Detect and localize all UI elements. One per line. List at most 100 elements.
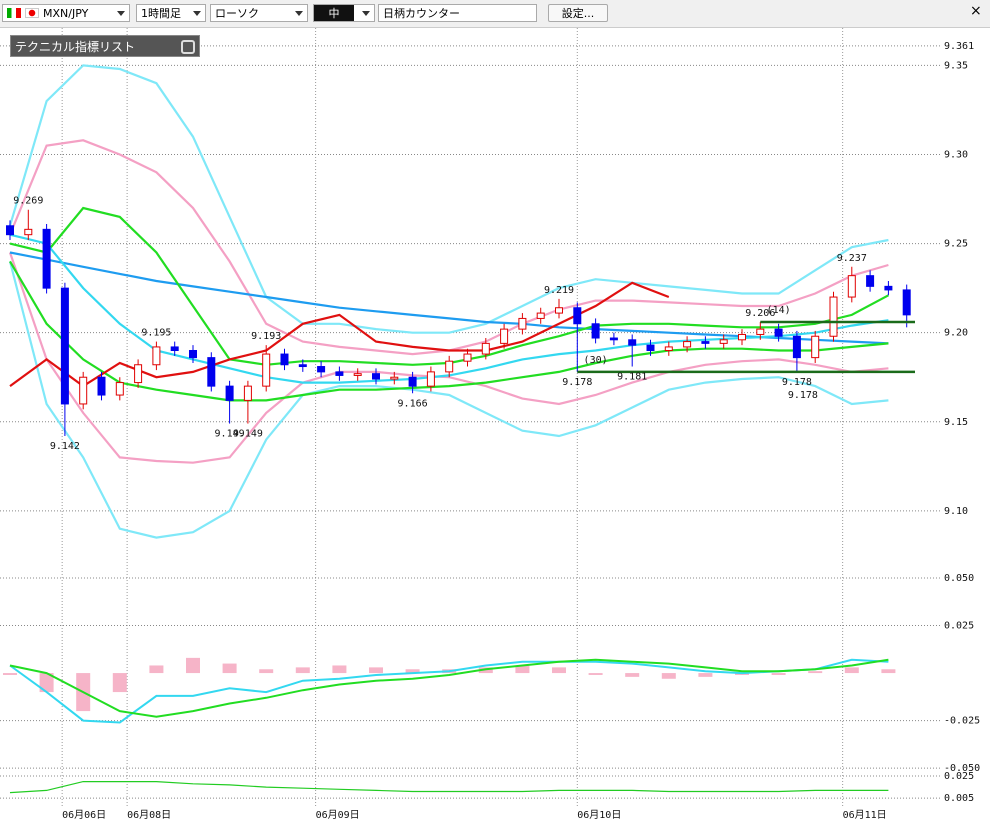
histogram-bar — [881, 669, 896, 674]
price-annotation: 9.166 — [398, 398, 428, 409]
histogram-bar — [588, 673, 603, 675]
price-annotation: 9.195 — [141, 328, 171, 339]
candle-body — [555, 307, 563, 314]
candle-body — [262, 353, 271, 387]
candle-body — [500, 328, 509, 344]
histogram-bar — [149, 665, 164, 674]
y-tick-label: 9.20 — [944, 328, 968, 339]
symbol-select[interactable]: MXN/JPY — [2, 4, 130, 22]
indicator-line — [9, 281, 670, 388]
candle-body — [115, 382, 124, 396]
candle-body — [866, 275, 875, 287]
price-annotation: 9.142 — [50, 441, 80, 452]
candle-body — [701, 341, 710, 344]
y-tick-label: 0.005 — [944, 793, 974, 804]
candle-body — [97, 376, 106, 396]
price-annotation: 9.178 — [788, 390, 818, 401]
indicator-line — [9, 658, 889, 724]
indicator-line — [9, 206, 889, 366]
y-tick-label: 9.30 — [944, 150, 968, 161]
y-tick-label: 9.15 — [944, 417, 968, 428]
candle-body — [646, 344, 655, 351]
x-tick-label: 06月08日 — [127, 809, 171, 821]
y-tick-label: 9.25 — [944, 239, 968, 250]
histogram-bar — [771, 673, 786, 675]
price-annotation: 9.269 — [13, 196, 43, 207]
candle-body — [902, 289, 911, 316]
histogram-bar — [405, 669, 420, 674]
candle-body — [134, 364, 143, 384]
flag-mx — [7, 8, 21, 18]
candle-body — [280, 353, 289, 366]
candle-body — [6, 225, 14, 236]
candle-body — [79, 376, 88, 405]
candle-body — [792, 335, 801, 359]
counter: 日柄カウンター — [383, 7, 460, 20]
x-tick-label: 06月09日 — [316, 809, 360, 821]
indicator-line — [9, 658, 889, 718]
indicator-line — [8, 139, 889, 356]
close-button[interactable]: × — [970, 3, 982, 19]
size-select[interactable]: 中 — [313, 4, 375, 22]
histogram-bar — [222, 663, 237, 674]
size: 中 — [314, 5, 354, 21]
timeframe-select[interactable]: 1時間足 — [136, 4, 206, 22]
price-annotation: 9.206 — [745, 308, 775, 319]
x-tick-label: 06月06日 — [62, 809, 106, 821]
candle-body — [152, 346, 161, 366]
candle-body — [518, 317, 527, 330]
price-annotation: 9.181 — [617, 372, 647, 383]
candle-body — [225, 385, 234, 401]
candle-body — [42, 228, 51, 289]
y-tick-label: -0.050 — [944, 763, 980, 774]
candle-body — [481, 342, 490, 355]
level-label: (14) — [767, 305, 791, 316]
candle-body — [426, 371, 435, 387]
toolbar: MXN/JPY 1時間足 ローソク 中 日柄カウンター 設定... × — [0, 0, 990, 28]
candle-body — [24, 228, 33, 236]
histogram-bar — [625, 673, 640, 677]
candle-body — [591, 323, 600, 339]
y-tick-label: 0.050 — [944, 573, 974, 584]
candle-body — [719, 339, 728, 344]
counter-input[interactable]: 日柄カウンター — [378, 4, 537, 22]
timeframe: 1時間足 — [141, 7, 181, 20]
histogram-bar — [3, 673, 17, 675]
list-icon — [181, 40, 195, 54]
candle-body — [884, 285, 893, 291]
candle-body — [463, 353, 472, 362]
histogram-bar — [259, 669, 274, 674]
candle-body — [829, 296, 838, 337]
candle-body — [335, 371, 344, 376]
settings-button[interactable]: 設定... — [548, 4, 608, 22]
histogram-bar — [369, 667, 383, 674]
price-annotation: 9.219 — [544, 285, 574, 296]
level-label: (30) — [584, 355, 608, 366]
y-tick-label: -0.025 — [944, 716, 980, 727]
histogram-bar — [186, 657, 200, 674]
histogram-bar — [332, 665, 347, 674]
indicator-list-label: テクニカル指標リスト — [15, 40, 136, 54]
indicator-line — [8, 64, 889, 334]
indicator-list[interactable]: テクニカル指標リスト — [10, 35, 200, 57]
symbol: MXN/JPY — [43, 7, 89, 20]
histogram-bar — [515, 665, 530, 674]
candle-body — [664, 346, 673, 351]
candle-body — [60, 287, 69, 405]
style-select[interactable]: ローソク — [210, 4, 308, 22]
price-annotation: 9.178 — [782, 377, 812, 388]
x-tick-label: 06月11日 — [843, 809, 887, 821]
settings: 設定... — [561, 7, 595, 20]
candle-body — [390, 376, 399, 380]
y-tick-label: 9.35 — [944, 60, 968, 71]
candle-body — [774, 328, 783, 337]
candle-body — [536, 312, 545, 319]
histogram-bar — [661, 673, 676, 679]
candle-body — [207, 357, 216, 387]
histogram-bar — [698, 673, 713, 677]
histogram-bar — [808, 671, 823, 674]
candle-body — [683, 341, 692, 348]
candle-body — [756, 328, 765, 335]
price-annotation: 9.193 — [251, 331, 281, 342]
